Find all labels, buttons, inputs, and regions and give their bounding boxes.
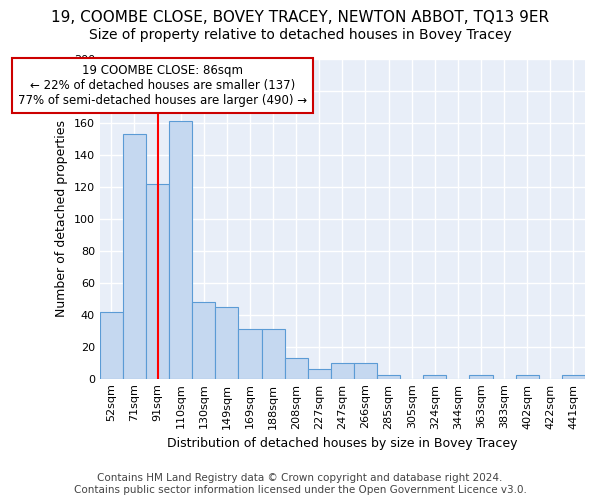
Bar <box>238 329 262 378</box>
Text: 19 COOMBE CLOSE: 86sqm
← 22% of detached houses are smaller (137)
77% of semi-de: 19 COOMBE CLOSE: 86sqm ← 22% of detached… <box>17 64 307 107</box>
Bar <box>284 358 308 378</box>
Bar <box>562 376 585 378</box>
Bar <box>123 134 146 378</box>
Bar <box>192 302 215 378</box>
Bar <box>100 312 123 378</box>
Bar <box>262 329 284 378</box>
X-axis label: Distribution of detached houses by size in Bovey Tracey: Distribution of detached houses by size … <box>167 437 518 450</box>
Bar <box>308 369 331 378</box>
Bar <box>354 362 377 378</box>
Bar <box>331 362 354 378</box>
Text: Size of property relative to detached houses in Bovey Tracey: Size of property relative to detached ho… <box>89 28 511 42</box>
Text: 19, COOMBE CLOSE, BOVEY TRACEY, NEWTON ABBOT, TQ13 9ER: 19, COOMBE CLOSE, BOVEY TRACEY, NEWTON A… <box>51 10 549 25</box>
Bar <box>169 122 192 378</box>
Y-axis label: Number of detached properties: Number of detached properties <box>55 120 68 318</box>
Bar <box>515 376 539 378</box>
Bar <box>377 376 400 378</box>
Bar <box>146 184 169 378</box>
Bar <box>469 376 493 378</box>
Text: Contains HM Land Registry data © Crown copyright and database right 2024.
Contai: Contains HM Land Registry data © Crown c… <box>74 474 526 495</box>
Bar <box>423 376 446 378</box>
Bar <box>215 307 238 378</box>
